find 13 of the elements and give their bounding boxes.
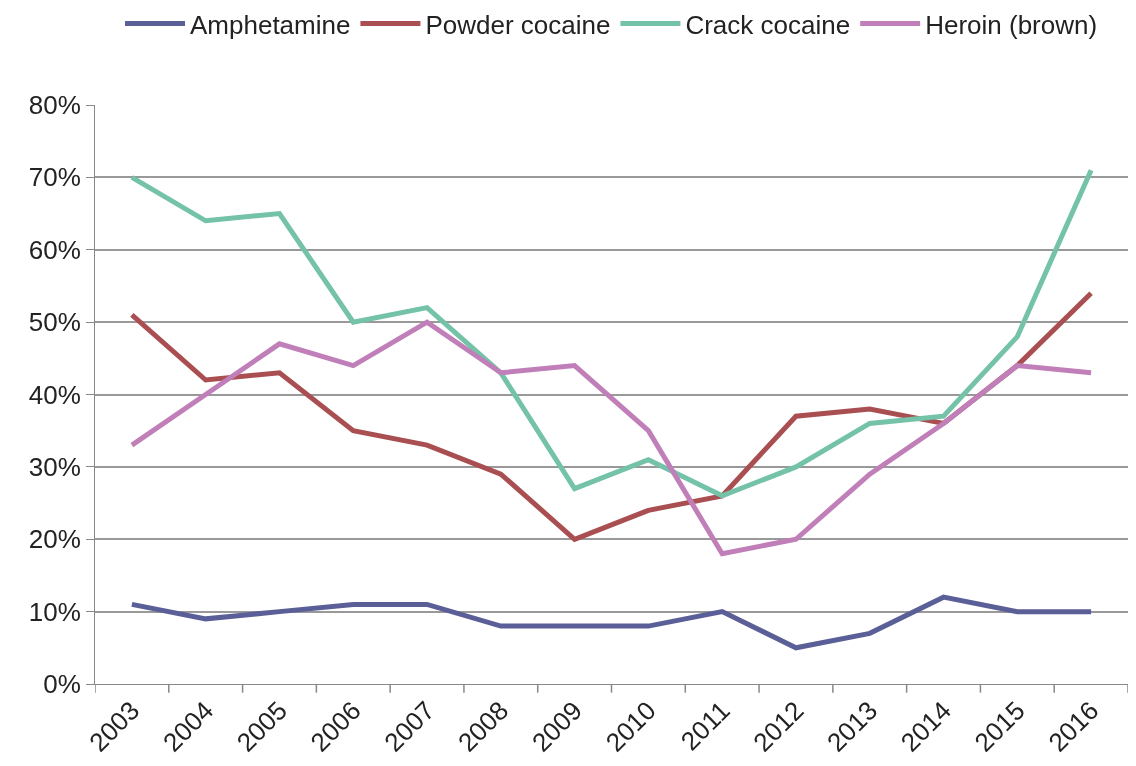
- y-tick-label: 0%: [43, 669, 81, 700]
- y-tick-label: 10%: [28, 596, 81, 627]
- y-tick-label: 50%: [28, 307, 81, 338]
- y-tick-label: 30%: [28, 451, 81, 482]
- y-tick-label: 60%: [28, 234, 81, 265]
- y-tick-label: 20%: [28, 524, 81, 555]
- y-tick-label: 80%: [28, 90, 81, 121]
- legend-label: Crack cocaine: [685, 9, 851, 40]
- y-tick-label: 40%: [28, 379, 81, 410]
- legend-label: Heroin (brown): [925, 9, 1098, 40]
- y-tick-label: 70%: [28, 162, 81, 193]
- legend-label: Powder cocaine: [425, 9, 611, 40]
- legend-label: Amphetamine: [190, 9, 351, 40]
